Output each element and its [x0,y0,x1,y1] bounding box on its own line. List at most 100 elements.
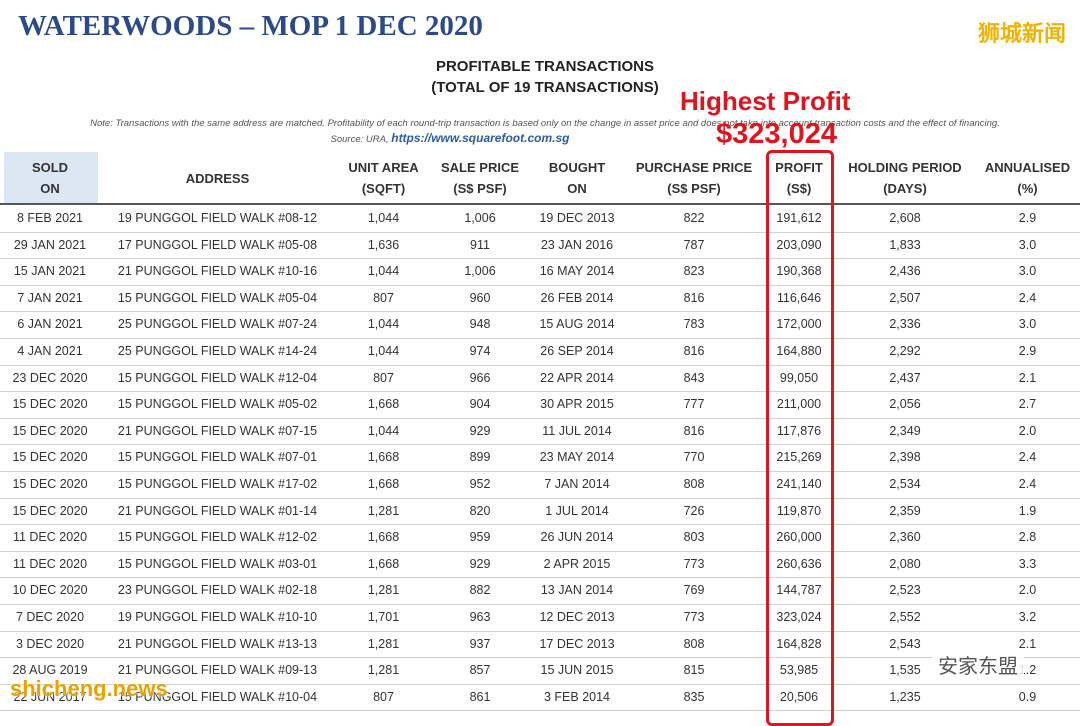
source-link[interactable]: https://www.squarefoot.com.sg [391,131,570,145]
page: {"header": {"title": "WATERWOODS – MOP 1… [0,10,1080,726]
table-cell: 2,398 [889,450,921,465]
table-cell: 15 PUNGGOL FIELD WALK #05-04 [117,290,318,305]
table-cell: 119,870 [776,503,822,518]
table-cell: 21 PUNGGOL FIELD WALK #01-14 [117,503,318,518]
watermark: shicheng.news [10,676,168,701]
table-cell: 2,534 [889,477,921,491]
column-header: SALE PRICE [440,160,519,175]
table-cell: 899 [469,450,491,465]
table-cell: 1,281 [367,636,400,651]
table-cell: 960 [469,290,491,305]
column-header: (S$ PSF) [667,181,721,196]
table-cell: 2,437 [889,370,921,385]
table-cell: 1,006 [464,264,496,279]
table-cell: 726 [683,503,705,518]
table-cell: 904 [469,397,491,412]
table-cell: 19 PUNGGOL FIELD WALK #08-12 [117,211,318,225]
row-separator [0,231,1080,233]
table-cell: 15 JUN 2015 [540,663,614,678]
table-cell: 8 FEB 2021 [16,211,83,225]
annotation-label: Highest Profit [680,86,851,116]
column-header: SOLD [31,160,69,175]
table-cell: 966 [469,370,491,385]
table-cell: 17 PUNGGOL FIELD WALK #05-08 [117,237,318,252]
table-cell: 323,024 [776,610,822,624]
table-cell: 2.4 [1018,290,1037,305]
table-cell: 15 DEC 2020 [12,503,88,518]
note: Note: Transactions with the same address… [90,118,1000,129]
table-cell: 783 [683,317,705,332]
table-cell: 808 [683,636,705,651]
table-cell: 3.0 [1018,317,1037,332]
column-header: UNIT AREA [348,160,419,175]
table-cell: 25 PUNGGOL FIELD WALK #07-24 [117,317,318,332]
table-cell: 937 [469,636,491,651]
table-cell: 823 [683,264,705,279]
table-cell: 807 [373,370,394,385]
table-cell: 2,056 [889,397,921,412]
table-cell: 2,608 [889,211,921,225]
table-cell: 787 [683,237,705,252]
row-separator [0,604,1080,605]
source-label: Source: URA, [330,134,389,145]
table-cell: 15 JAN 2021 [13,264,87,279]
table-cell: 21 PUNGGOL FIELD WALK #13-13 [117,636,318,651]
table-cell: 2,292 [889,344,921,358]
table-cell: 12 DEC 2013 [539,610,615,624]
table-cell: 808 [683,477,705,491]
table-cell: 0.9 [1018,689,1037,704]
table-cell: 23 DEC 2020 [12,370,88,385]
table-cell: 7 JAN 2021 [17,290,83,305]
column-header: (SQFT) [361,181,406,196]
table-cell: 1,535 [889,663,921,678]
table-cell: 1,668 [367,530,400,545]
row-separator [0,471,1080,472]
table-cell: 857 [469,663,491,678]
table-cell: 2.1 [1018,370,1037,385]
table-cell: 211,000 [776,397,822,412]
table-cell: 974 [469,344,491,358]
table-cell: 117,876 [776,423,822,438]
table-cell: 116,646 [776,290,822,305]
row-separator [0,630,1080,632]
table-cell: 963 [469,610,491,624]
table-cell: 2.4 [1018,450,1037,465]
annotation-value: $323,024 [716,118,837,150]
table-cell: 16 MAY 2014 [539,264,615,279]
table-cell: 15 DEC 2020 [12,397,88,412]
table-cell: 2,552 [889,610,921,624]
table-title: PROFITABLE TRANSACTIONS [435,58,655,75]
table-cell: 882 [469,583,491,598]
table-cell: 28 AUG 2019 [12,663,88,678]
column-header: ADDRESS [185,170,250,186]
row-separator [0,258,1080,260]
column-header: PROFIT [775,160,823,175]
table-cell: 21 PUNGGOL FIELD WALK #09-13 [117,663,318,678]
table-cell: 1,281 [367,503,400,518]
column-header: BOUGHT [548,160,606,175]
table-cell: 807 [373,290,394,305]
row-separator [0,444,1080,446]
table-cell: 1.9 [1018,503,1037,518]
column-header: (S$) [786,181,812,196]
table-cell: 929 [469,556,491,571]
table-cell: 948 [469,317,491,332]
table-cell: 15 PUNGGOL FIELD WALK #12-04 [117,370,318,385]
table-cell: 53,985 [779,663,819,678]
table-cell: 22 JUN 2017 [13,689,87,704]
table-cell: 816 [683,344,705,358]
table-cell: 11 DEC 2020 [12,556,88,571]
table-cell: 2.9 [1018,211,1037,225]
table-cell: 2.8 [1018,530,1037,545]
table-cell: 2,523 [889,583,921,598]
table-cell: 1 JUL 2014 [545,503,609,518]
table-cell: 3 DEC 2020 [15,636,85,651]
table-cell: 23 MAY 2014 [539,450,615,465]
table-cell: 4 JAN 2021 [17,344,83,358]
table-cell: 2,543 [889,636,921,651]
column-header: ON [567,181,587,196]
table-cell: 190,368 [776,264,822,279]
row-separator [0,391,1080,393]
table-cell: 15 DEC 2020 [12,450,88,465]
table-cell: 959 [469,530,491,545]
